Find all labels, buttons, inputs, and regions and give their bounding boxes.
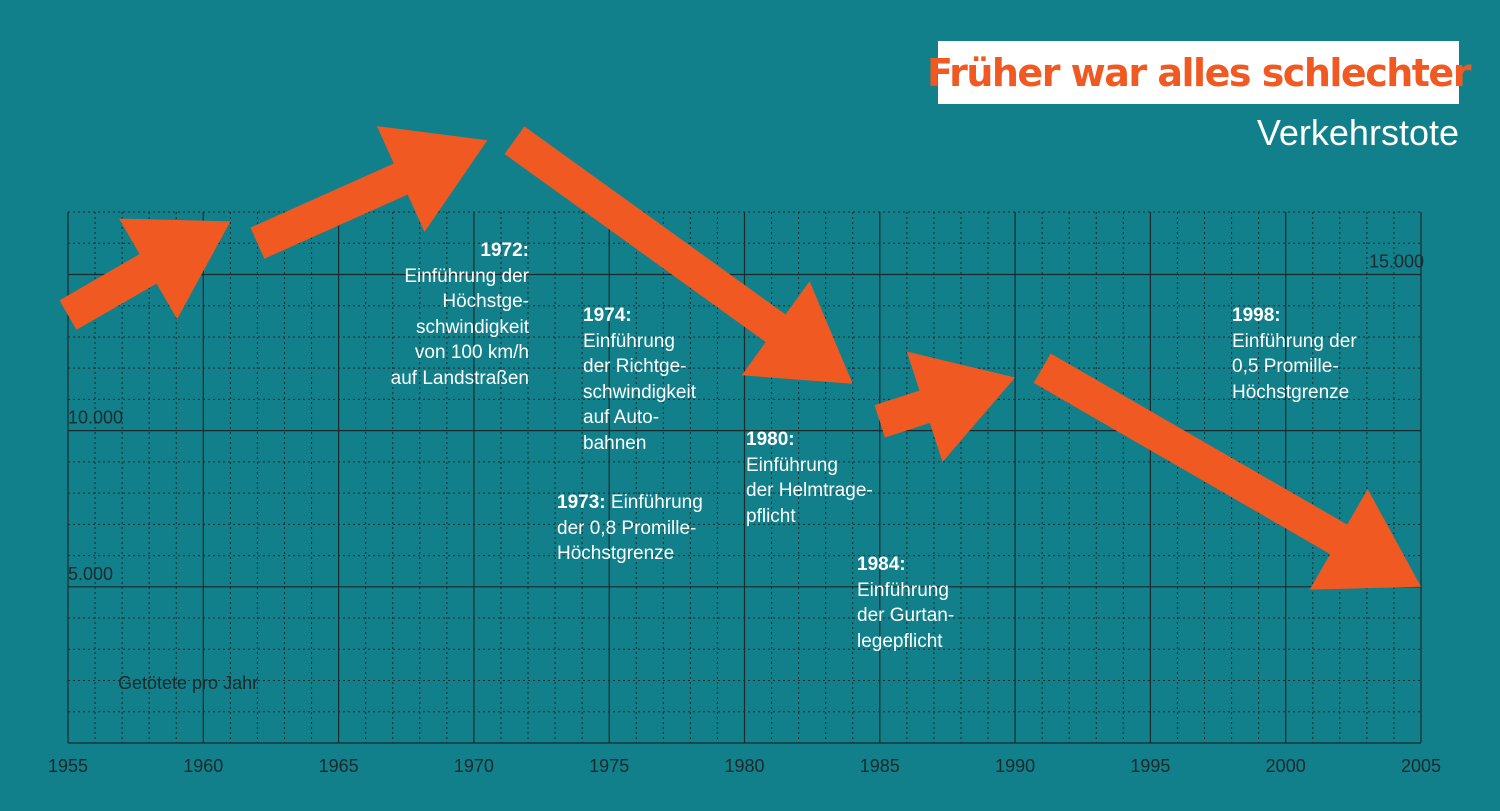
x-tick-label: 1965: [319, 756, 359, 776]
annotation-year: 1984:: [857, 554, 906, 575]
annotation-line: 0,5 Promille-: [1232, 356, 1339, 377]
annotation-line: Einführung der: [1232, 330, 1357, 352]
y-tick-label: 10.000: [68, 408, 123, 428]
data-arrow-segment: [250, 126, 488, 259]
annotation-line: auf Landstraßen: [390, 367, 529, 389]
annotation-1984: 1984: Einführung der Gurtan- legepflicht: [857, 552, 954, 654]
annotation-1972: 1972: Einführung der Höchstge- schwindig…: [391, 238, 529, 391]
annotation-line: Einführung: [857, 579, 949, 601]
data-arrow-segment: [874, 351, 1016, 462]
annotation-year: 1972:: [480, 240, 529, 261]
annotation-line: Einführung: [583, 330, 675, 352]
x-tick-label: 2000: [1266, 756, 1306, 776]
data-arrow-segment: [59, 218, 231, 330]
annotation-line: Einführung: [746, 454, 838, 476]
annotation-line: schwindigkeit: [583, 381, 696, 403]
y-tick-label: 15.000: [1369, 251, 1424, 271]
x-tick-label: 1975: [589, 756, 629, 776]
x-tick-label: 2005: [1401, 756, 1441, 776]
annotation-1980: 1980: Einführung der Helmtrage- pflicht: [746, 427, 873, 529]
chart-title: Früher war alles schlechter: [927, 50, 1471, 95]
x-tick-label: 1985: [860, 756, 900, 776]
title-box: Früher war alles schlechter: [927, 41, 1471, 104]
annotation-1973: 1973: Einführung der 0,8 Promille- Höchs…: [557, 490, 703, 567]
annotation-line: der Helmtrage-: [746, 480, 873, 501]
data-arrow-segment: [1033, 353, 1421, 590]
annotation-line: Höchstgrenze: [557, 543, 675, 564]
annotation-line: pflicht: [746, 505, 796, 527]
annotation-line: bahnen: [583, 432, 647, 454]
annotation-line: Höchstgrenze: [1232, 381, 1350, 403]
annotation-1998: 1998: Einführung der 0,5 Promille- Höchs…: [1232, 303, 1357, 405]
annotation-line: der Richtge-: [583, 356, 687, 377]
annotation-year: 1973:: [557, 492, 606, 513]
x-axis-ticks: 1955 1960 1965 1970 1975 1980 1985 1990 1995 2000…: [48, 756, 1441, 776]
annotation-line: der Gurtan-: [857, 605, 955, 626]
y-axis-label: Getötete pro Jahr: [118, 673, 258, 693]
y-tick-label: 5.000: [68, 564, 113, 584]
chart-subtitle: Verkehrstote: [1256, 112, 1459, 153]
x-tick-label: 1970: [454, 756, 494, 776]
annotation-line: Einführung der: [404, 265, 529, 287]
annotation-line: auf Auto-: [583, 407, 660, 428]
annotation-line: legepflicht: [857, 630, 943, 652]
annotation-year: 1998:: [1232, 305, 1281, 326]
data-series-arrows: [59, 126, 1421, 590]
annotation-1974: 1974: Einführung der Richtge- schwindigk…: [583, 303, 696, 456]
annotation-line: von 100 km/h: [414, 342, 529, 363]
annotation-year: 1974:: [583, 305, 632, 326]
data-arrow-segment: [504, 126, 853, 384]
x-tick-label: 1995: [1130, 756, 1170, 776]
x-tick-label: 1980: [724, 756, 764, 776]
annotation-line: der 0,8 Promille-: [557, 517, 697, 539]
x-tick-label: 1955: [48, 756, 88, 776]
y-axis-ticks: 5.000 10.000 15.000: [68, 251, 1424, 583]
annotation-year: 1980:: [746, 429, 795, 450]
x-tick-label: 1960: [183, 756, 223, 776]
chart-grid: [67, 211, 1422, 744]
x-tick-label: 1990: [995, 756, 1035, 776]
annotation-line: Einführung: [610, 492, 703, 513]
annotation-line: schwindigkeit: [416, 316, 529, 338]
annotation-line: Höchstge-: [442, 291, 529, 312]
